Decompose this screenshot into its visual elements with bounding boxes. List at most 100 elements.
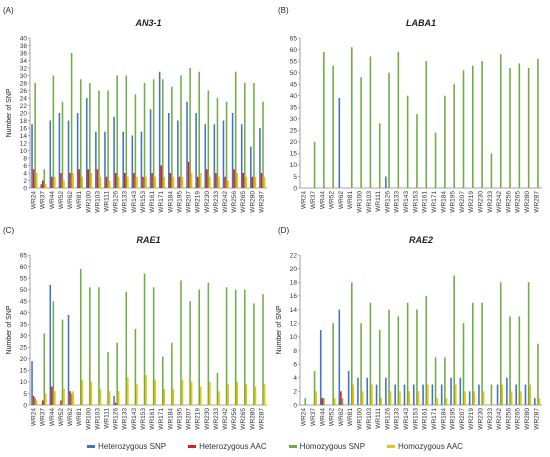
x-tick-label: WR126 bbox=[113, 191, 120, 213]
x-tick-label: WR256 bbox=[505, 191, 512, 213]
x-tick-label: WR207 bbox=[186, 191, 193, 213]
y-tick-label: 55 bbox=[290, 58, 298, 65]
bar bbox=[107, 351, 109, 405]
bar bbox=[482, 391, 485, 405]
bar bbox=[260, 173, 263, 188]
x-tick-label: WR100 bbox=[85, 191, 92, 213]
x-tick-label: WR111 bbox=[103, 191, 110, 212]
bar bbox=[70, 393, 73, 405]
bar bbox=[122, 131, 124, 188]
bar bbox=[134, 94, 137, 188]
y-tick-label: 25 bbox=[290, 128, 298, 135]
bar bbox=[41, 400, 44, 405]
y-tick-label: 2 bbox=[23, 178, 27, 185]
bar bbox=[527, 68, 530, 188]
y-tick-label: 15 bbox=[20, 368, 28, 375]
x-tick-label: WR81 bbox=[76, 408, 83, 426]
bar bbox=[406, 302, 409, 405]
bar bbox=[397, 51, 400, 188]
bar bbox=[236, 173, 239, 188]
x-tick-label: WR81 bbox=[347, 408, 354, 426]
bar bbox=[425, 295, 428, 405]
bar bbox=[262, 294, 264, 405]
bar bbox=[104, 131, 106, 188]
x-tick-label: WR24 bbox=[301, 408, 308, 426]
bar bbox=[254, 176, 257, 188]
x-tick-label: WR219 bbox=[195, 191, 202, 213]
bar bbox=[136, 384, 138, 405]
bar bbox=[259, 128, 261, 188]
bar bbox=[478, 384, 480, 405]
x-tick-label: WR195 bbox=[450, 191, 457, 213]
bar bbox=[520, 391, 522, 405]
bar bbox=[113, 395, 115, 405]
bar bbox=[186, 101, 188, 188]
y-tick-label: 10 bbox=[290, 334, 298, 341]
y-tick-label: 5 bbox=[293, 174, 297, 181]
x-tick-label: WR37 bbox=[40, 408, 47, 426]
x-tick-label: WR242 bbox=[222, 191, 229, 213]
bar bbox=[200, 173, 202, 188]
bar bbox=[453, 84, 455, 188]
bar bbox=[181, 379, 184, 405]
bar bbox=[416, 114, 418, 188]
bar bbox=[160, 165, 162, 188]
x-tick-label: WR100 bbox=[357, 408, 364, 430]
chart-panel-4: (D) RAE2 Number of SNP 0 2 4 6 8 10 12 14 16 18 20 22 W… bbox=[276, 226, 542, 430]
bar bbox=[180, 75, 182, 188]
bar bbox=[397, 316, 400, 405]
bar bbox=[236, 381, 239, 405]
bar bbox=[145, 176, 147, 188]
y-tick-label: 6 bbox=[293, 361, 297, 368]
bar bbox=[509, 68, 511, 188]
bar bbox=[114, 402, 117, 405]
bar bbox=[134, 328, 137, 405]
bar bbox=[169, 173, 172, 188]
bar bbox=[313, 370, 316, 405]
bar bbox=[253, 303, 255, 405]
bar bbox=[125, 291, 128, 405]
y-tick-label: 0 bbox=[293, 402, 297, 409]
y-tick-label: 30 bbox=[290, 116, 298, 123]
bar bbox=[171, 342, 173, 405]
bar bbox=[361, 391, 364, 405]
bar bbox=[90, 381, 93, 405]
bar bbox=[412, 384, 415, 405]
bar bbox=[116, 342, 118, 405]
bar bbox=[527, 282, 530, 405]
x-tick-label: WR171 bbox=[431, 408, 438, 430]
x-tick-label: WR242 bbox=[496, 191, 503, 213]
panel-label: (B) bbox=[278, 6, 289, 15]
y-tick-label: 0 bbox=[293, 185, 297, 192]
bar bbox=[99, 176, 102, 188]
legend-item-het-snp: Heterozygous SNP bbox=[87, 442, 166, 451]
bar bbox=[444, 95, 446, 188]
bar bbox=[127, 377, 129, 405]
bar bbox=[163, 176, 166, 188]
bar bbox=[149, 109, 152, 188]
bar bbox=[253, 83, 255, 188]
y-tick-label: 16 bbox=[290, 293, 298, 300]
x-tick-label: WR153 bbox=[412, 408, 419, 430]
bar bbox=[60, 173, 62, 188]
bar bbox=[34, 398, 36, 405]
y-tick-label: 4 bbox=[293, 375, 297, 382]
bar bbox=[143, 273, 146, 405]
x-tick-label: WR280 bbox=[524, 191, 531, 213]
bar bbox=[388, 72, 390, 188]
bar bbox=[499, 282, 502, 405]
x-tick-label: WR143 bbox=[403, 191, 410, 213]
bar bbox=[352, 384, 355, 405]
y-axis-label: Number of SNP bbox=[6, 305, 13, 354]
y-tick-label: 24 bbox=[20, 95, 28, 102]
x-tick-label: WR230 bbox=[478, 191, 485, 213]
bar bbox=[218, 391, 220, 405]
bar bbox=[99, 388, 102, 405]
bar bbox=[436, 398, 438, 405]
bar bbox=[537, 58, 539, 189]
bar bbox=[52, 301, 55, 405]
x-tick-label: WR62 bbox=[67, 408, 74, 426]
bar bbox=[196, 176, 199, 188]
bar bbox=[34, 83, 36, 188]
